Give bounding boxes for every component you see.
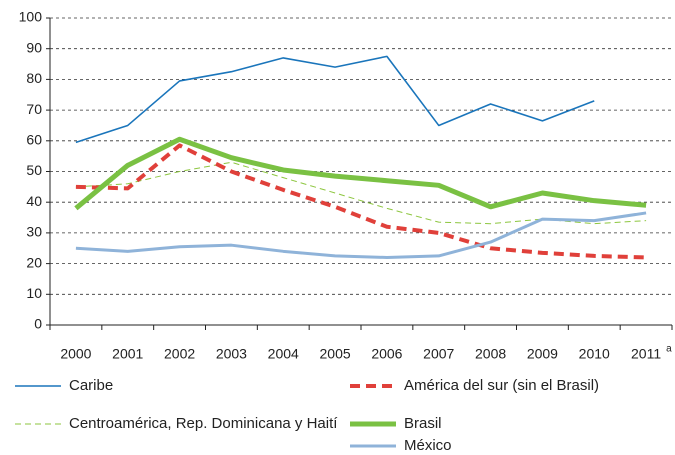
legend-swatch — [350, 384, 396, 388]
legend-label: México — [404, 437, 452, 454]
y-tick-label: 70 — [26, 101, 42, 117]
legend-label: Centroamérica, Rep. Dominicana y Haití — [69, 415, 338, 432]
legend-swatch — [15, 423, 61, 425]
x-tick-label: 2006 — [371, 346, 402, 362]
legend-label: Brasil — [404, 415, 442, 432]
x-tick-label: 2007 — [423, 346, 454, 362]
y-tick-label: 30 — [26, 224, 42, 240]
x-tick-label: 2004 — [268, 346, 299, 362]
legend-swatch — [350, 421, 396, 427]
series-line — [75, 143, 647, 260]
legend-item: Brasil — [350, 414, 442, 433]
x-tick-label: 2005 — [320, 346, 351, 362]
x-tick-label: 2010 — [579, 346, 610, 362]
y-tick-label: 50 — [26, 162, 42, 178]
x-tick-label: 2008 — [475, 346, 506, 362]
x-tick-label: 2009 — [527, 346, 558, 362]
series-line — [74, 136, 647, 211]
y-tick-label: 10 — [26, 285, 42, 301]
y-tick-label: 0 — [34, 316, 42, 332]
series-line — [75, 211, 647, 259]
legend-swatch — [350, 444, 396, 448]
x-note: a — [666, 344, 672, 355]
x-tick-label: 2002 — [164, 346, 195, 362]
legend-item: México — [350, 436, 452, 455]
legend-label: América del sur (sin el Brasil) — [404, 377, 600, 394]
chart: 0 10 20 30 40 50 60 70 80 90 100 2000 2001 2002 2003 20… — [19, 9, 673, 362]
series-line — [75, 55, 595, 144]
y-tick-label: 40 — [26, 193, 42, 209]
y-tick-label: 20 — [26, 254, 42, 270]
legend-swatch — [15, 385, 61, 387]
x-tick-label: 2000 — [60, 346, 91, 362]
x-tick-label: 2011 — [631, 346, 661, 362]
legend-item: Centroamérica, Rep. Dominicana y Haití — [15, 414, 349, 433]
legend-item: América del sur (sin el Brasil) — [350, 376, 599, 395]
y-tick-label: 90 — [26, 39, 42, 55]
legend-label: Caribe — [69, 377, 114, 394]
legend-item: Caribe — [15, 376, 113, 395]
x-tick-label: 2001 — [112, 346, 143, 362]
y-tick-label: 100 — [19, 9, 43, 25]
y-tick-label: 80 — [26, 70, 42, 86]
series-line — [75, 161, 647, 225]
x-tick-label: 2003 — [216, 346, 247, 362]
y-tick-label: 60 — [26, 132, 42, 148]
